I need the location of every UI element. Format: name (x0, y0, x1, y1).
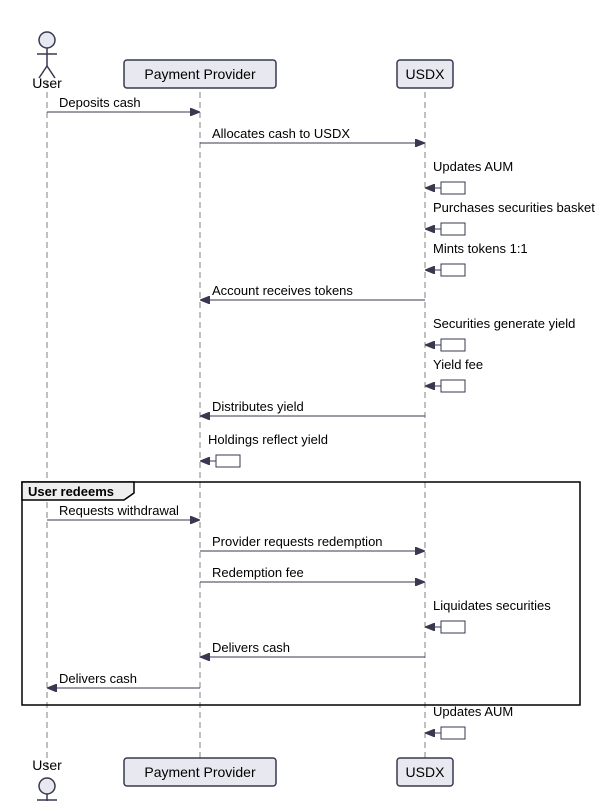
sequence-diagram: User redeems Deposits cash Allocates cash … (10, 10, 600, 801)
participant-label-user: User (32, 75, 62, 91)
message-label: Delivers cash (212, 640, 290, 655)
self-activation (441, 621, 465, 633)
message-label: Liquidates securities (433, 598, 551, 613)
message-label: Allocates cash to USDX (212, 126, 350, 141)
group-label: User redeems (28, 484, 114, 499)
self-activation (441, 264, 465, 276)
message-label: Yield fee (433, 357, 483, 372)
self-activation (441, 223, 465, 235)
self-activation (441, 182, 465, 194)
message-label: Requests withdrawal (59, 503, 179, 518)
message-label: Redemption fee (212, 565, 304, 580)
self-activation (441, 380, 465, 392)
message-label: Provider requests redemption (212, 534, 383, 549)
message-label: Delivers cash (59, 671, 137, 686)
participant-label-usdx: USDX (406, 66, 446, 82)
message-label: Account receives tokens (212, 283, 353, 298)
actor-head (39, 32, 55, 48)
message-label: Updates AUM (433, 704, 513, 719)
message-label: Deposits cash (59, 95, 141, 110)
self-activation (216, 455, 240, 467)
message-label: Mints tokens 1:1 (433, 241, 528, 256)
participant-label-provider: Payment Provider (144, 764, 256, 780)
self-activation (441, 339, 465, 351)
message-label: Securities generate yield (433, 316, 575, 331)
message-label: Purchases securities basket (433, 200, 595, 215)
participant-label-provider: Payment Provider (144, 66, 256, 82)
self-activation (441, 727, 465, 739)
actor-head (39, 778, 55, 794)
participant-label-usdx: USDX (406, 764, 446, 780)
participant-label-user: User (32, 757, 62, 773)
message-label: Updates AUM (433, 159, 513, 174)
message-label: Holdings reflect yield (208, 432, 328, 447)
message-label: Distributes yield (212, 399, 304, 414)
